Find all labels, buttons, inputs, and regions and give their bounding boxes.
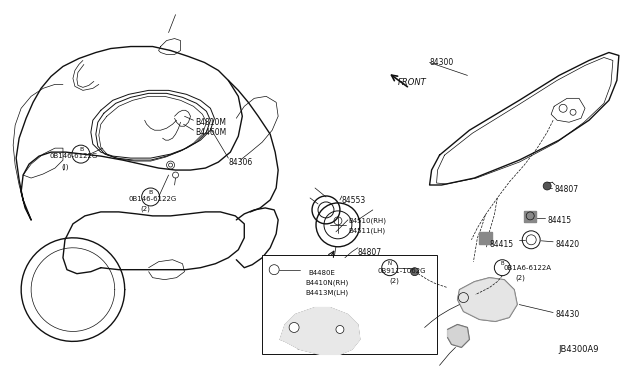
Text: JB4300A9: JB4300A9 <box>559 345 599 355</box>
Text: 84415: 84415 <box>490 240 513 249</box>
Text: B4410N(RH): B4410N(RH) <box>305 280 348 286</box>
Text: 84553: 84553 <box>342 196 366 205</box>
Text: 84415: 84415 <box>547 216 572 225</box>
Circle shape <box>526 212 534 220</box>
Text: 0B911-1062G: 0B911-1062G <box>378 268 426 274</box>
Text: B4460M: B4460M <box>195 128 227 137</box>
Bar <box>262 255 436 355</box>
Text: B4480E: B4480E <box>308 270 335 276</box>
Text: (J): (J) <box>61 163 68 170</box>
Text: 84300: 84300 <box>429 58 454 67</box>
Circle shape <box>336 326 344 333</box>
Text: 0B146-6122G: 0B146-6122G <box>49 153 97 159</box>
Polygon shape <box>524 211 536 222</box>
Text: B4511(LH): B4511(LH) <box>348 228 385 234</box>
Polygon shape <box>280 308 360 355</box>
Text: B: B <box>80 147 84 152</box>
Text: B: B <box>500 261 504 266</box>
Text: 84306: 84306 <box>228 158 253 167</box>
Polygon shape <box>458 278 517 321</box>
Text: (2): (2) <box>141 206 150 212</box>
Text: N: N <box>388 261 392 266</box>
Polygon shape <box>479 232 492 244</box>
Text: B: B <box>148 190 153 195</box>
Text: (2): (2) <box>515 275 525 281</box>
Circle shape <box>543 182 551 190</box>
Text: 84430: 84430 <box>555 310 579 318</box>
Text: B4810M: B4810M <box>195 118 227 127</box>
Text: B4413M(LH): B4413M(LH) <box>305 290 348 296</box>
Text: B4510(RH): B4510(RH) <box>348 218 386 224</box>
Text: 84807: 84807 <box>554 185 579 194</box>
Text: (2): (2) <box>390 278 399 284</box>
Circle shape <box>289 323 299 333</box>
Polygon shape <box>447 324 469 347</box>
Circle shape <box>411 268 419 276</box>
Text: 0B146-6122G: 0B146-6122G <box>129 196 177 202</box>
Text: 84807: 84807 <box>358 248 382 257</box>
Text: 0B1A6-6122A: 0B1A6-6122A <box>503 265 551 271</box>
Text: 84420: 84420 <box>555 240 579 249</box>
Text: FRONT: FRONT <box>397 78 426 87</box>
